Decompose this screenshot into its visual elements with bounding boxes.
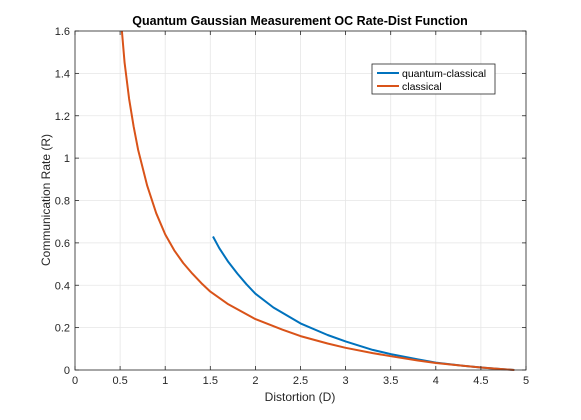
y-tick-label: 0.4	[55, 280, 70, 292]
legend-box	[371, 63, 496, 95]
y-tick-label: 0.2	[55, 323, 70, 335]
legend-label-quantum-classical: quantum-classical	[402, 68, 486, 80]
legend-label-classical: classical	[402, 81, 442, 93]
x-tick-label: 2	[252, 375, 258, 387]
x-tick-label: 1	[162, 375, 168, 387]
x-tick-label: 1.5	[203, 375, 218, 387]
y-tick-label: 1.2	[55, 111, 70, 123]
x-axis-label: Distortion (D)	[265, 390, 336, 404]
y-tick-label: 0.8	[55, 196, 70, 208]
chart-title: Quantum Gaussian Measurement OC Rate-Dis…	[132, 14, 467, 28]
x-tick-label: 4.5	[473, 375, 488, 387]
x-tick-label: 4	[433, 375, 439, 387]
x-tick-label: 2.5	[293, 375, 308, 387]
y-tick-label: 0.6	[55, 238, 70, 250]
x-tick-label: 3.5	[383, 375, 398, 387]
y-tick-label: 1.4	[55, 68, 70, 80]
y-axis-label: Communication Rate (R)	[39, 134, 53, 266]
y-tick-label: 1.6	[55, 26, 70, 38]
ticks	[74, 30, 527, 371]
series-line-classical	[120, 30, 515, 371]
x-tick-label: 0	[72, 375, 78, 387]
y-tick-label: 0	[64, 365, 70, 377]
x-tick-label: 0.5	[112, 375, 127, 387]
x-tick-label: 5	[523, 375, 529, 387]
legend: quantum-classical classical	[371, 63, 496, 95]
y-tick-label: 1	[64, 153, 70, 165]
tick-labels: 0 0.5 1 1.5 2 2.5 3 3.5 4 4.5 5 0 0.2 0.4 0.6 0.8 1 1.2 1.…	[55, 26, 529, 387]
series-layer	[120, 30, 515, 371]
x-tick-label: 3	[343, 375, 349, 387]
